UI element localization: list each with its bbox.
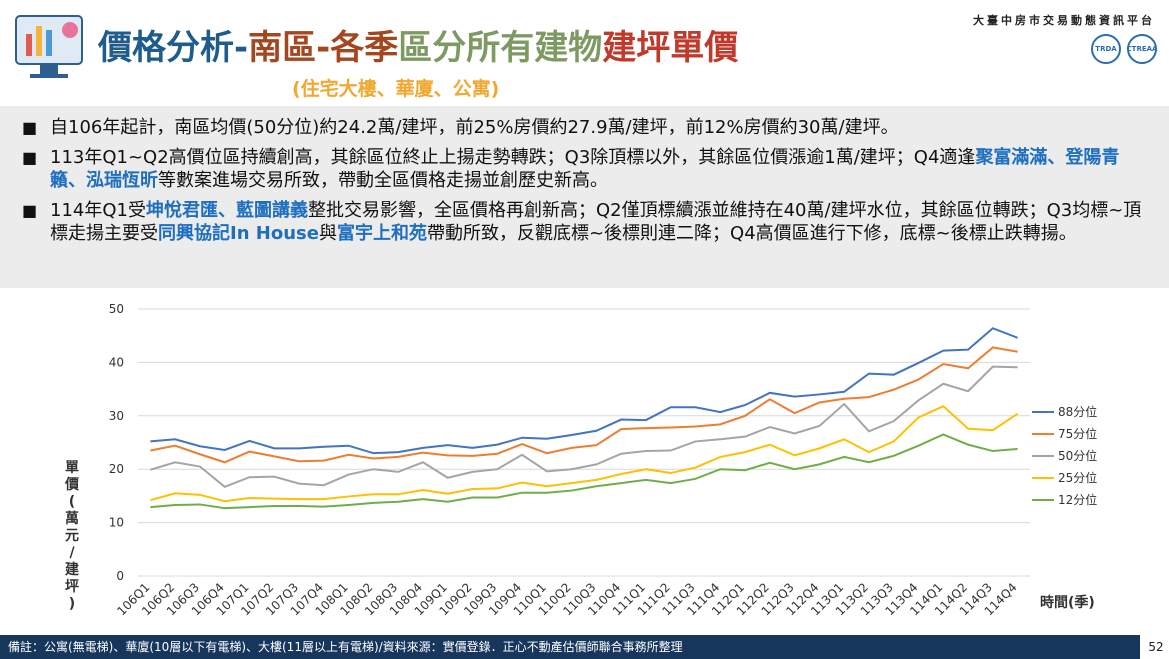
legend-label: 12分位 — [1058, 492, 1097, 507]
text: 帶動所致，反觀底標~後標則連二降；Q4高價區進行下修，底標~後標止跌轉揚。 — [426, 223, 1077, 244]
series-line — [150, 365, 1018, 488]
text: 自106年起計，南區均價(50分位)約24.2萬/建坪，前25%房價約27.9萬… — [50, 117, 899, 138]
y-tick-label: 50 — [109, 302, 124, 316]
title-part: 建坪單價 — [602, 28, 739, 68]
y-tick-label: 0 — [116, 569, 124, 583]
text: 113年Q1~Q2高價位區持續創高，其餘區位終止上揚走勢轉跌；Q3除頂標以外，其… — [50, 147, 976, 168]
page-number: 52 — [1148, 640, 1164, 654]
logo: CTREAA — [1127, 34, 1157, 64]
highlight-text: 坤悅君匯、藍圖講義 — [145, 200, 308, 221]
y-tick-label: 20 — [109, 462, 124, 476]
y-tick-label: 40 — [109, 355, 124, 369]
text: 與 — [318, 223, 337, 244]
title-part: 價格分析- — [98, 28, 249, 68]
text: 整批交易影響，全區價格再創新高；Q2僅頂標續漲並維持在40萬/建坪水位，其餘區位… — [50, 200, 1142, 244]
bullet: 113年Q1~Q2高價位區持續創高，其餘區位終止上揚走勢轉跌；Q3除頂標以外，其… — [22, 146, 1149, 192]
bullet: 114年Q1受坤悅君匯、藍圖講義整批交易影響，全區價格再創新高；Q2僅頂標續漲並… — [22, 199, 1149, 245]
title-part: 區分所有建物 — [398, 28, 603, 68]
title-part: 南區-各季 — [248, 28, 399, 68]
chart: 01020304050106Q1106Q2106Q3106Q4107Q1107Q… — [64, 302, 1097, 618]
highlight-text: 富宇上和苑 — [336, 223, 427, 244]
logo: TRDA — [1091, 34, 1121, 64]
text: 等數案進場交易所致，帶動全區價格走揚並創歷史新高。 — [158, 170, 608, 191]
subtitle: (住宅大樓、華廈、公寓) — [292, 78, 500, 100]
bullet-box: 自106年起計，南區均價(50分位)約24.2萬/建坪，前25%房價約27.9萬… — [0, 106, 1169, 288]
header-icon — [15, 15, 83, 78]
y-tick-label: 10 — [109, 516, 124, 530]
highlight-text: 同興協記In House — [158, 223, 319, 244]
x-axis-label: 時間(季) — [1040, 594, 1095, 611]
title: 價格分析-南區-各季區分所有建物建坪單價 — [98, 20, 738, 69]
y-tick-label: 30 — [109, 409, 124, 423]
logos: TRDA CTREAA — [1091, 34, 1157, 64]
legend-label: 88分位 — [1058, 404, 1097, 419]
text: 114年Q1受 — [50, 200, 146, 221]
legend-label: 50分位 — [1058, 448, 1097, 463]
legend-label: 25分位 — [1058, 470, 1097, 485]
y-axis-label: 單價(萬元/建坪) — [64, 460, 80, 612]
series-line — [150, 346, 1018, 464]
platform-name: 大臺中房市交易動態資訊平台 — [973, 14, 1155, 27]
series-line — [150, 433, 1018, 510]
legend-label: 75分位 — [1058, 426, 1097, 441]
footer-note: 備註：公寓(無電梯)、華廈(10層以下有電梯)、大樓(11層以上有電梯)/資料來… — [0, 635, 1140, 659]
highlight-text: 聚富滿滿、登陽青籟、泓瑞恆昕 — [50, 147, 1120, 191]
series-line — [150, 327, 1018, 455]
bullet: 自106年起計，南區均價(50分位)約24.2萬/建坪，前25%房價約27.9萬… — [22, 116, 1149, 139]
series-line — [150, 405, 1019, 503]
